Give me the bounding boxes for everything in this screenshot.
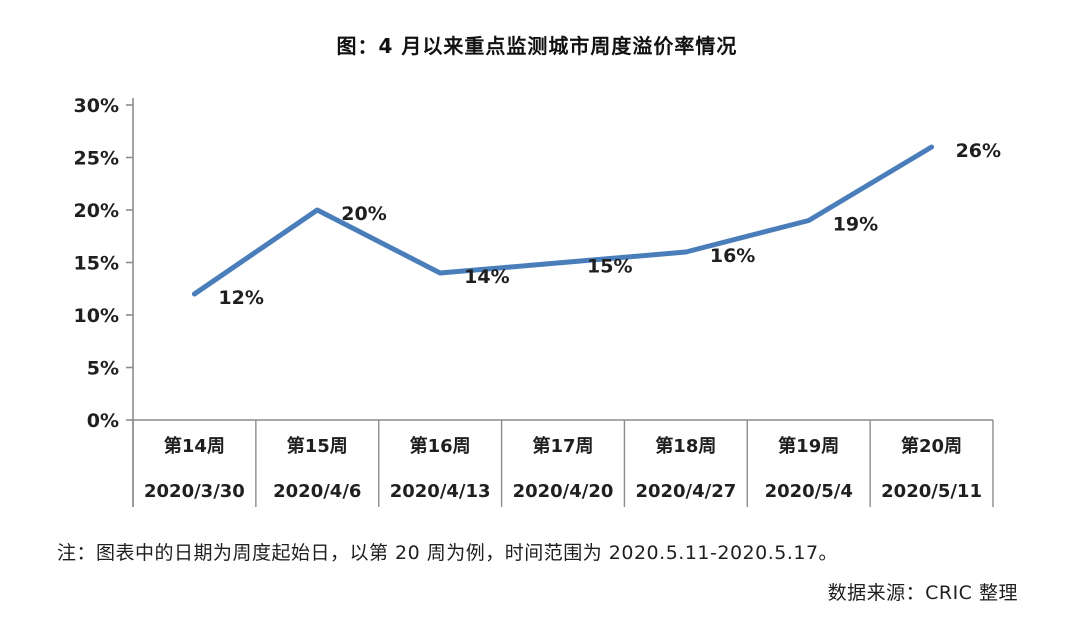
x-category-label: 第14周	[164, 435, 225, 457]
y-tick-label: 20%	[74, 200, 119, 222]
data-label: 26%	[956, 140, 1001, 162]
data-label: 16%	[710, 245, 755, 267]
chart-title: 图：4 月以来重点监测城市周度溢价率情况	[336, 34, 738, 58]
data-source: 数据来源：CRIC 整理	[827, 582, 1018, 604]
x-category-date: 2020/4/20	[513, 481, 614, 502]
x-category-date: 2020/4/27	[635, 481, 736, 502]
y-tick-label: 25%	[74, 148, 119, 170]
y-tick-label: 15%	[74, 253, 119, 275]
y-tick-label: 5%	[87, 358, 119, 380]
x-category-date: 2020/4/6	[273, 481, 361, 502]
x-category-date: 2020/5/4	[765, 481, 853, 502]
x-category-label: 第19周	[778, 435, 839, 457]
x-category-date: 2020/5/11	[881, 481, 982, 502]
data-label: 15%	[587, 256, 632, 278]
x-category-label: 第18周	[655, 435, 716, 457]
data-label: 14%	[464, 266, 509, 288]
footnote: 注：图表中的日期为周度起始日，以第 20 周为例，时间范围为 2020.5.11…	[57, 542, 839, 564]
x-category-label: 第17周	[532, 435, 593, 457]
x-category-date: 2020/3/30	[144, 481, 245, 502]
x-category-date: 2020/4/13	[390, 481, 491, 502]
y-tick-label: 10%	[74, 305, 119, 327]
data-label: 20%	[341, 203, 386, 225]
x-category-label: 第15周	[287, 435, 348, 457]
series-line	[191, 144, 935, 297]
y-tick-label: 0%	[87, 410, 119, 432]
y-tick-label: 30%	[74, 95, 119, 117]
x-category-label: 第20周	[901, 435, 962, 457]
data-label: 19%	[833, 214, 878, 236]
data-label: 12%	[218, 287, 263, 309]
x-category-label: 第16周	[410, 435, 471, 457]
